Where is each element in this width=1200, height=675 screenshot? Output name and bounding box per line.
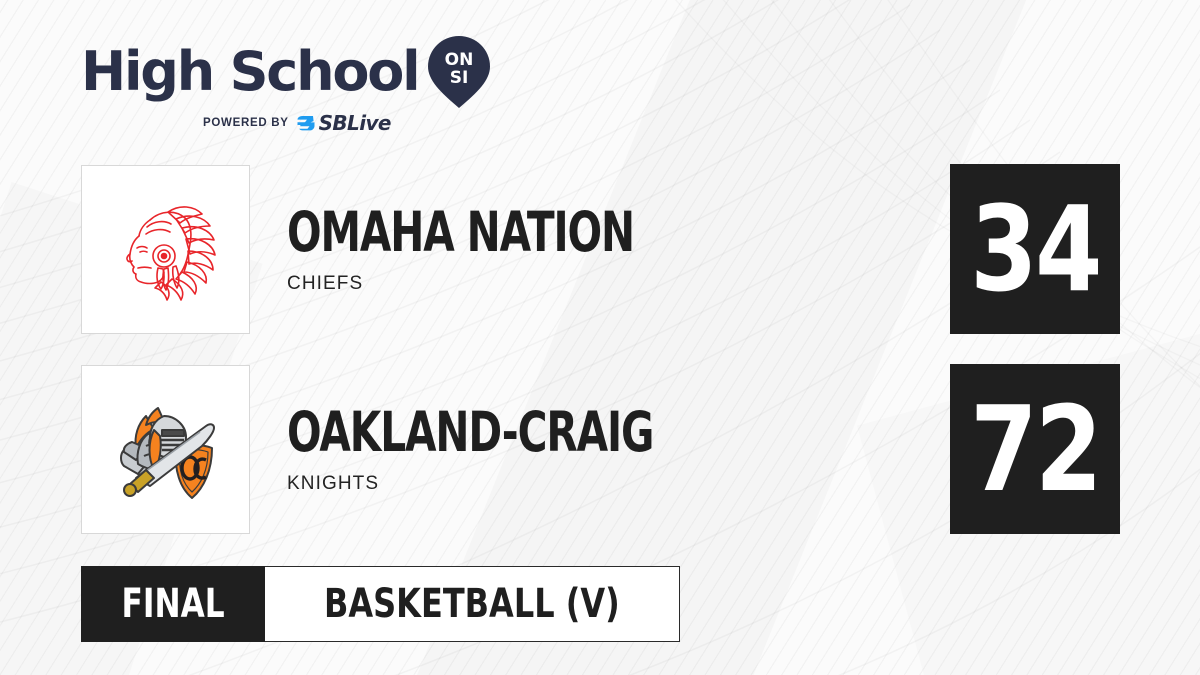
team-row: OMAHA NATION CHIEFS xyxy=(81,165,756,334)
team-mascot: CHIEFS xyxy=(287,272,364,294)
status-bar: FINAL BASKETBALL (V) xyxy=(81,566,680,642)
brand-title: High School xyxy=(81,40,421,104)
score-value: 72 xyxy=(970,380,1102,518)
team-logo-oakland-craig xyxy=(81,365,250,534)
sblive-wordmark: SBLive xyxy=(318,111,392,135)
score-box-team-2: 72 xyxy=(950,364,1120,534)
team-name: OMAHA NATION xyxy=(287,199,635,264)
score-box-team-1: 34 xyxy=(950,164,1120,334)
powered-by-label: POWERED BY xyxy=(203,117,289,129)
pin-line-2: SI xyxy=(450,68,469,88)
pin-line-1: ON xyxy=(445,50,474,70)
on-si-pin-icon: ON SI xyxy=(428,36,491,108)
sblive-word-main: SBL xyxy=(318,111,360,135)
game-state-badge: FINAL xyxy=(81,566,266,642)
sblive-s-mark-icon xyxy=(297,116,315,131)
knight-shield-icon xyxy=(119,406,215,499)
chief-head-icon xyxy=(125,205,216,301)
team-logo-omaha-nation xyxy=(81,165,250,334)
sblive-logo: SBLive xyxy=(296,113,391,133)
sblive-word-suffix: ive xyxy=(359,111,391,135)
brand-row: High School ON SI xyxy=(81,36,491,108)
team-names: OAKLAND-CRAIG KNIGHTS xyxy=(287,399,782,495)
team-mascot: KNIGHTS xyxy=(287,472,380,494)
team-names: OMAHA NATION CHIEFS xyxy=(287,199,756,295)
score-value: 34 xyxy=(970,180,1102,318)
sport-label-box: BASKETBALL (V) xyxy=(265,566,680,642)
team-name: OAKLAND-CRAIG xyxy=(287,399,654,464)
sport-label: BASKETBALL (V) xyxy=(324,581,620,627)
game-state-label: FINAL xyxy=(121,581,225,627)
team-row: OAKLAND-CRAIG KNIGHTS xyxy=(81,365,782,534)
powered-by-row: POWERED BY SBLive xyxy=(81,113,490,133)
brand-logo: High School ON SI POWERED BY SBLive xyxy=(81,36,491,133)
